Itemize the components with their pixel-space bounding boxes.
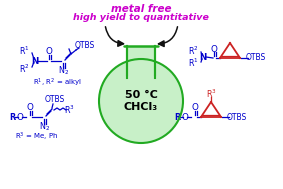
Text: R$^3$ = Me, Ph: R$^3$ = Me, Ph xyxy=(15,131,59,143)
Text: R$^1$: R$^1$ xyxy=(188,57,199,69)
Text: N: N xyxy=(31,57,38,66)
Text: O: O xyxy=(27,104,33,112)
Text: OTBS: OTBS xyxy=(246,53,266,63)
Text: high yield to quantitative: high yield to quantitative xyxy=(73,13,209,22)
Text: R$^3$: R$^3$ xyxy=(205,88,216,100)
Text: OTBS: OTBS xyxy=(75,42,95,50)
Text: O: O xyxy=(182,112,188,122)
Text: N: N xyxy=(200,53,207,61)
Text: R$^2$: R$^2$ xyxy=(19,63,30,75)
Text: CHCl₃: CHCl₃ xyxy=(124,102,158,112)
Text: N$_2$: N$_2$ xyxy=(59,65,70,77)
Text: R: R xyxy=(174,112,180,122)
Text: R$^2$: R$^2$ xyxy=(188,45,199,57)
Text: O: O xyxy=(211,44,217,53)
Circle shape xyxy=(99,59,183,143)
Text: metal free: metal free xyxy=(111,4,171,14)
Text: R$^1$: R$^1$ xyxy=(19,45,30,57)
Text: O: O xyxy=(17,112,23,122)
Bar xyxy=(128,71,154,79)
Text: R$^1$, R$^2$ = alkyl: R$^1$, R$^2$ = alkyl xyxy=(33,77,82,89)
Text: OTBS: OTBS xyxy=(45,95,65,105)
Bar xyxy=(127,46,155,78)
Text: N$_2$: N$_2$ xyxy=(39,121,51,133)
Text: 50 °C: 50 °C xyxy=(125,90,157,100)
Text: R: R xyxy=(9,112,15,122)
Text: R$^3$: R$^3$ xyxy=(64,104,74,116)
Text: O: O xyxy=(192,104,198,112)
Text: OTBS: OTBS xyxy=(227,112,247,122)
Text: O: O xyxy=(46,47,52,57)
